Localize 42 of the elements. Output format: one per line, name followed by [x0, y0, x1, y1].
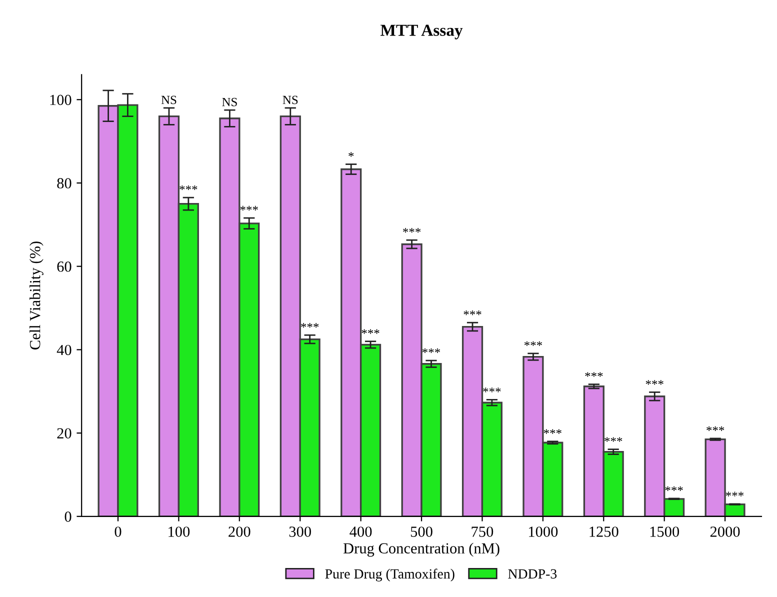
- y-tick-label: 40: [56, 344, 72, 356]
- x-tick-label: 500: [410, 526, 432, 537]
- data-label: ***: [464, 310, 482, 316]
- chart-title: MTT Assay: [380, 24, 463, 40]
- y-tick-label: 60: [57, 261, 72, 272]
- data-label: ***: [483, 388, 501, 392]
- y-tick-label: 20: [57, 428, 72, 438]
- x-tick-label: 2000: [710, 526, 740, 537]
- y-tick-label: 80: [57, 178, 72, 188]
- legend-label: NDDP-3: [508, 569, 557, 579]
- y-axis-title: Cell Viability (%): [29, 242, 44, 350]
- data-label: NS: [282, 96, 298, 104]
- data-label: ***: [585, 372, 603, 377]
- data-label: ***: [524, 341, 542, 346]
- x-tick-label: 100: [168, 526, 190, 537]
- y-tick-label: 100: [50, 94, 72, 106]
- data-label: ***: [544, 429, 562, 434]
- x-axis-title: Drug Concentration (nM): [343, 542, 500, 557]
- data-label: ***: [604, 437, 622, 442]
- legend-label: Pure Drug (Tamoxifen): [325, 568, 454, 582]
- x-tick-label: 300: [289, 526, 311, 537]
- x-tick-label: 1500: [650, 526, 680, 537]
- y-tick-label: 0: [64, 512, 72, 522]
- x-tick-label: 200: [228, 526, 250, 537]
- data-label: ***: [706, 426, 724, 431]
- data-label: ***: [180, 185, 198, 190]
- data-label: ***: [726, 492, 744, 496]
- x-tick-label: 1250: [590, 526, 618, 537]
- data-label: NS: [222, 98, 237, 106]
- x-tick-label: 1000: [528, 526, 558, 537]
- data-label: ***: [665, 486, 683, 491]
- data-label: ***: [240, 206, 258, 210]
- data-label: ***: [362, 329, 380, 334]
- data-label: ***: [646, 380, 664, 385]
- data-label: NS: [161, 96, 176, 104]
- x-tick-label: 750: [472, 526, 494, 537]
- x-tick-label: 400: [350, 526, 372, 537]
- data-label: ***: [301, 323, 319, 328]
- data-label: ***: [403, 228, 421, 233]
- data-label: *: [348, 152, 354, 157]
- data-label: ***: [422, 348, 440, 354]
- x-tick-label: 0: [114, 526, 122, 537]
